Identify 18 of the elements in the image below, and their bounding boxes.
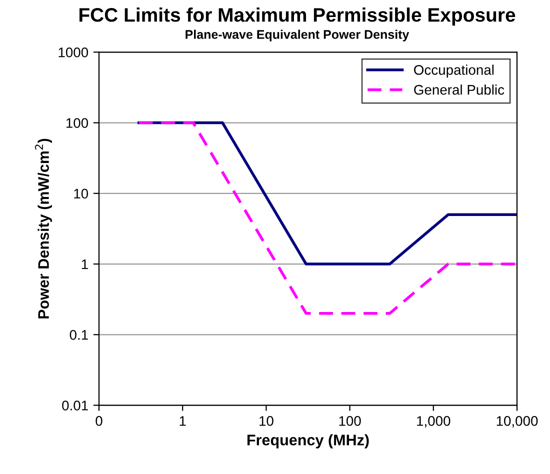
legend-label: Occupational <box>414 64 494 78</box>
y-tick-label: 1000 <box>58 47 88 58</box>
y-axis-title: Power Density (mW/cm$^{2}$) <box>35 138 52 318</box>
y-tick-label: 100 <box>66 118 88 128</box>
x-axis-title: Frequency (MHz) <box>247 434 369 448</box>
chart-subtitle: Plane-wave Equivalent Power Density <box>186 30 410 42</box>
y-tick-label: 0.1 <box>70 330 88 340</box>
y-tick-label: 10 <box>74 188 88 199</box>
y-tick-label: 1 <box>82 259 88 270</box>
y-tick-label: 0.01 <box>62 400 88 410</box>
chart-title: FCC Limits for Maximum Permissible Exposure <box>80 8 516 26</box>
x-tick-label: 1 <box>180 416 186 426</box>
x-tick-label: 0 <box>96 416 102 426</box>
x-tick-label: 100 <box>339 416 361 426</box>
x-tick-label: 10 <box>260 416 274 426</box>
x-tick-label: 1,000 <box>417 416 450 428</box>
legend-label: General Public <box>414 84 504 95</box>
x-tick-label: 10,000 <box>496 416 538 428</box>
